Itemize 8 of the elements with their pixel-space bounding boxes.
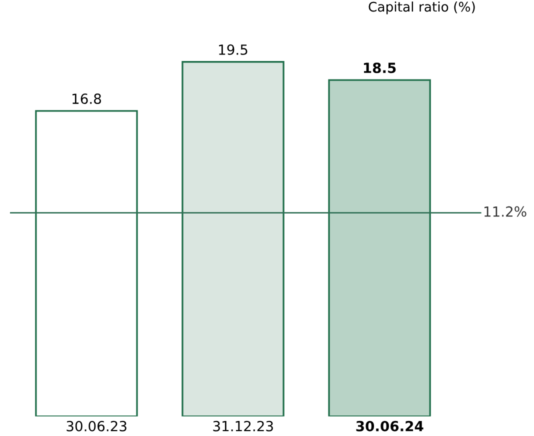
x-tick-label: 30.06.24 bbox=[356, 420, 424, 432]
data-label: 19.5 bbox=[219, 44, 248, 55]
chart-title: Capital ratio (%) bbox=[368, 2, 475, 14]
x-tick-label: 31.12.23 bbox=[213, 420, 273, 432]
ref-line-label: 11.2% bbox=[484, 206, 526, 217]
data-label: 16.8 bbox=[72, 94, 101, 104]
x-tick-label: 30.06.23 bbox=[66, 420, 126, 432]
data-label: 18.5 bbox=[364, 62, 396, 74]
